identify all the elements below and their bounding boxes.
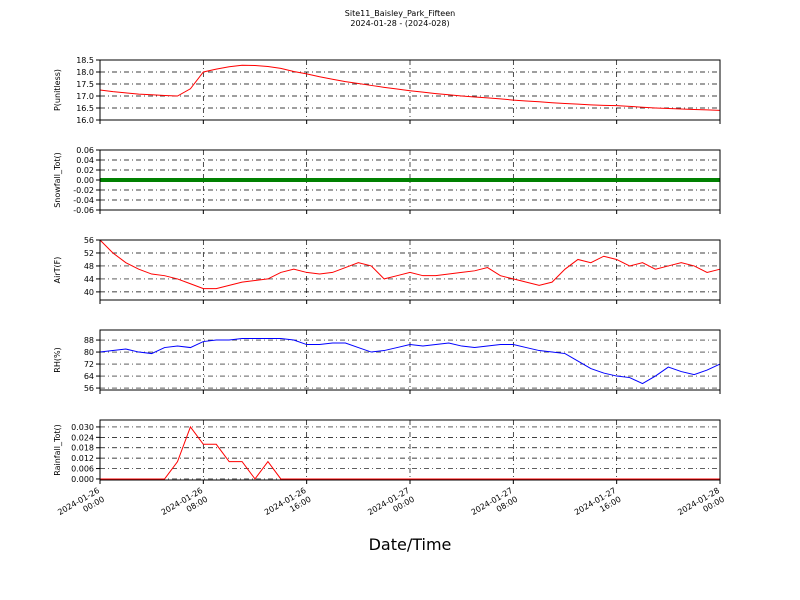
y-tick-label: 18.5 xyxy=(76,56,94,65)
y-tick-label: 44 xyxy=(84,275,94,284)
y-axis-label: AirT(F) xyxy=(53,257,62,284)
x-tick-label: 2024-01-2708:00 xyxy=(470,486,520,526)
axes-frame xyxy=(99,239,721,301)
chart-subtitle: 2024-01-28 - (2024-028) xyxy=(350,19,449,28)
axes-frame xyxy=(99,329,721,391)
y-tick-label: 0.02 xyxy=(76,166,94,175)
data-line xyxy=(99,239,721,290)
x-tick-label: 2024-01-2700:00 xyxy=(366,486,416,526)
y-tick-label: 16.5 xyxy=(76,104,94,113)
axes-frame xyxy=(99,59,721,121)
y-tick-label: 0.018 xyxy=(71,444,94,453)
axes-frame xyxy=(99,419,721,481)
y-tick-label: 17.5 xyxy=(76,80,94,89)
data-line xyxy=(100,425,720,480)
y-tick-label: 0.030 xyxy=(71,423,94,432)
y-axis-label: P(unitless) xyxy=(53,69,62,111)
y-tick-label: 0.06 xyxy=(76,146,94,155)
y-tick-label: 40 xyxy=(84,288,94,297)
y-tick-label: 0.012 xyxy=(71,454,94,463)
y-tick-label: 16.0 xyxy=(76,116,94,125)
y-tick-label: 18.0 xyxy=(76,68,94,77)
y-axis-label: Rainfall_Tot() xyxy=(53,424,62,476)
y-tick-label: 64 xyxy=(84,372,94,381)
y-tick-label: 0.006 xyxy=(71,465,94,474)
y-tick-label: 48 xyxy=(84,262,94,271)
y-tick-label: 88 xyxy=(84,336,94,345)
y-tick-label: 56 xyxy=(84,236,94,245)
data-line xyxy=(99,64,721,111)
y-tick-label: -0.06 xyxy=(73,206,94,215)
x-axis-label: Date/Time xyxy=(369,535,452,554)
y-tick-label: 72 xyxy=(84,360,94,369)
axes-frame xyxy=(99,149,721,211)
y-tick-label: 56 xyxy=(84,384,94,393)
y-tick-label: 80 xyxy=(84,348,94,357)
y-axis-label: RH(%) xyxy=(53,347,62,372)
y-tick-label: 0.00 xyxy=(76,176,94,185)
y-tick-label: 52 xyxy=(84,249,94,258)
x-tick-label: 2024-01-2608:00 xyxy=(160,486,210,526)
x-tick-label: 2024-01-2600:00 xyxy=(56,486,106,526)
chart-title: Site11_Baisley_Park_Fifteen xyxy=(345,9,455,18)
y-tick-label: 17.0 xyxy=(76,92,94,101)
x-tick-label: 2024-01-2616:00 xyxy=(263,486,313,526)
y-axis-label: Snowfall_Tot() xyxy=(53,152,62,208)
x-tick-label: 2024-01-2800:00 xyxy=(676,486,726,526)
y-tick-label: -0.04 xyxy=(73,196,94,205)
y-tick-label: 0.04 xyxy=(76,156,94,165)
y-tick-label: -0.02 xyxy=(73,186,94,195)
data-line xyxy=(99,338,721,385)
y-tick-label: 0.024 xyxy=(71,433,94,442)
y-tick-label: 0.000 xyxy=(71,475,94,484)
x-tick-label: 2024-01-2716:00 xyxy=(573,486,623,526)
